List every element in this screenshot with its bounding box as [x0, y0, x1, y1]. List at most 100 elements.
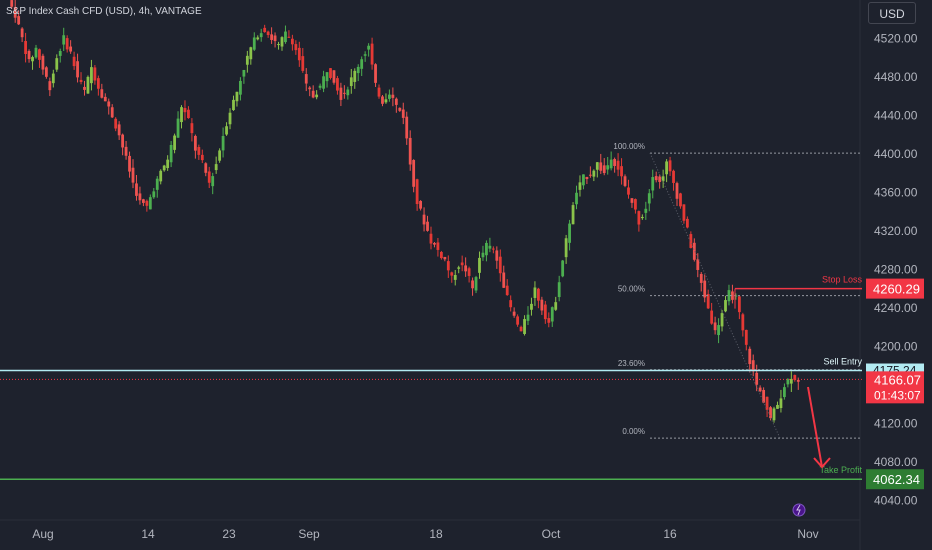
candle-body[interactable] [287, 36, 291, 38]
candle-body[interactable] [748, 348, 752, 365]
candle-body[interactable] [159, 170, 163, 182]
candle-body[interactable] [166, 159, 170, 169]
candle-body[interactable] [651, 177, 655, 191]
candle-body[interactable] [415, 179, 419, 205]
candle-body[interactable] [131, 167, 135, 183]
candle-body[interactable] [616, 160, 620, 170]
candle-body[interactable] [304, 74, 308, 84]
candle-body[interactable] [679, 193, 682, 207]
candle-body[interactable] [169, 144, 173, 163]
candle-body[interactable] [668, 160, 672, 172]
candle-body[interactable] [706, 294, 710, 309]
candle-body[interactable] [758, 387, 762, 392]
candle-body[interactable] [58, 50, 62, 56]
candle-body[interactable] [190, 123, 194, 134]
candle-body[interactable] [536, 288, 540, 301]
candle-body[interactable] [204, 163, 208, 173]
candle-body[interactable] [582, 174, 585, 186]
candle-body[interactable] [474, 277, 478, 291]
candle-body[interactable] [557, 282, 561, 298]
candle-body[interactable] [346, 89, 350, 96]
candle-body[interactable] [100, 89, 104, 98]
candle-body[interactable] [245, 55, 249, 65]
candle-body[interactable] [62, 35, 66, 45]
candle-body[interactable] [453, 275, 457, 280]
candle-body[interactable] [138, 193, 142, 201]
candle-body[interactable] [152, 191, 156, 198]
candle-body[interactable] [51, 73, 55, 84]
candle-body[interactable] [741, 314, 745, 331]
candle-body[interactable] [613, 159, 617, 166]
candle-body[interactable] [329, 68, 332, 78]
candle-body[interactable] [661, 176, 665, 182]
candle-body[interactable] [571, 205, 575, 225]
candle-body[interactable] [640, 216, 644, 219]
candle-body[interactable] [408, 137, 412, 165]
candle-body[interactable] [485, 242, 488, 256]
candle-body[interactable] [658, 176, 662, 182]
candle-body[interactable] [498, 256, 502, 274]
candle-body[interactable] [737, 296, 741, 313]
candle-body[interactable] [284, 31, 287, 43]
candle-body[interactable] [585, 176, 589, 180]
candle-body[interactable] [699, 273, 703, 283]
candle-body[interactable] [665, 161, 669, 175]
candle-body[interactable] [634, 199, 637, 210]
candle-body[interactable] [588, 174, 592, 176]
candle-body[interactable] [481, 252, 485, 258]
candle-body[interactable] [252, 37, 256, 50]
candle-body[interactable] [353, 70, 357, 82]
candle-body[interactable] [647, 193, 651, 204]
candle-body[interactable] [623, 176, 627, 186]
candle-body[interactable] [377, 87, 381, 97]
projection-arrow[interactable] [807, 386, 823, 468]
candle-body[interactable] [783, 387, 786, 398]
candle-body[interactable] [509, 300, 513, 308]
candle-body[interactable] [599, 162, 603, 171]
candle-body[interactable] [755, 372, 759, 385]
candle-body[interactable] [117, 124, 121, 136]
candle-body[interactable] [762, 389, 766, 403]
candle-body[interactable] [76, 61, 79, 78]
candle-body[interactable] [627, 187, 630, 195]
candle-body[interactable] [720, 313, 724, 327]
candle-body[interactable] [193, 135, 197, 151]
candle-body[interactable] [290, 38, 294, 45]
candle-body[interactable] [200, 154, 204, 161]
candle-body[interactable] [727, 290, 731, 302]
candle-body[interactable] [221, 135, 225, 151]
candle-body[interactable] [297, 47, 301, 61]
candle-body[interactable] [561, 260, 565, 277]
candle-body[interactable] [776, 404, 779, 409]
candle-body[interactable] [263, 27, 267, 33]
candle-body[interactable] [433, 243, 436, 245]
candle-body[interactable] [381, 96, 384, 104]
candle-body[interactable] [710, 310, 714, 324]
candle-body[interactable] [48, 81, 52, 91]
candle-body[interactable] [488, 245, 492, 249]
candle-body[interactable] [180, 107, 183, 123]
candle-body[interactable] [93, 67, 97, 81]
candle-body[interactable] [696, 259, 700, 270]
candle-body[interactable] [325, 72, 329, 82]
candle-body[interactable] [505, 285, 509, 296]
candle-body[interactable] [446, 261, 450, 271]
candle-body[interactable] [322, 76, 325, 89]
candle-body[interactable] [793, 375, 797, 380]
candle-body[interactable] [419, 200, 422, 209]
candle-body[interactable] [457, 267, 461, 269]
candle-body[interactable] [332, 70, 336, 83]
candle-body[interactable] [436, 242, 440, 250]
candle-body[interactable] [519, 326, 523, 332]
candle-body[interactable] [356, 66, 360, 74]
candle-body[interactable] [412, 160, 416, 187]
candle-body[interactable] [685, 218, 689, 228]
candle-body[interactable] [550, 307, 554, 322]
candle-body[interactable] [363, 54, 367, 56]
candle-body[interactable] [602, 165, 606, 174]
candle-body[interactable] [512, 311, 516, 316]
candle-body[interactable] [595, 162, 599, 170]
candle-body[interactable] [495, 250, 499, 261]
candle-body[interactable] [391, 94, 395, 98]
